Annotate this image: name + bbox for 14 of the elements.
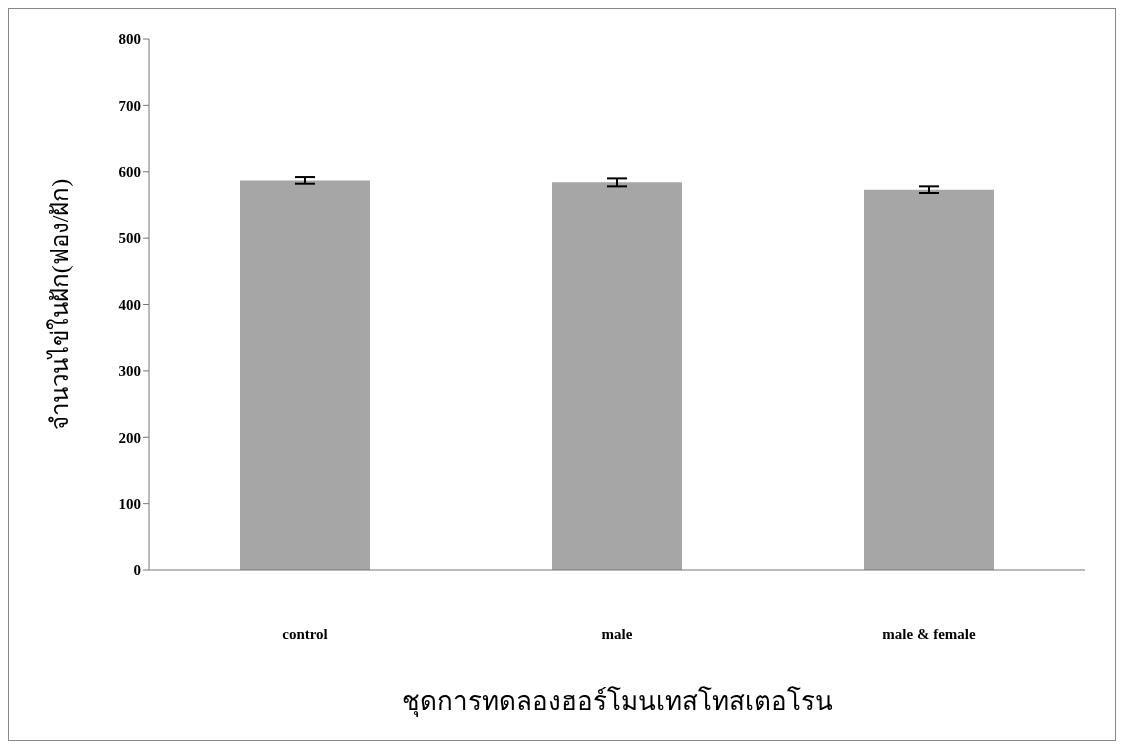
- y-tick-label: 200: [118, 429, 141, 446]
- y-tick-label: 800: [118, 31, 141, 48]
- y-tick-label: 600: [118, 164, 141, 181]
- y-tick-label: 0: [133, 562, 141, 579]
- y-tick-label: 500: [118, 230, 141, 247]
- y-tick-label: 400: [118, 296, 141, 313]
- x-tick-label: male: [601, 625, 633, 642]
- x-tick-label: control: [282, 625, 328, 642]
- y-tick-label: 100: [118, 495, 141, 512]
- y-tick-label: 700: [118, 97, 141, 114]
- y-tick-label: 300: [118, 363, 141, 380]
- y-axis-title: จำนวนไข่ในฝัก(ฟอง/ฝัก): [45, 178, 73, 431]
- x-axis-title: ชุดการทดลองฮอร์โมนเทสโทสเตอโรน: [401, 686, 833, 717]
- x-tick-label: male & female: [882, 625, 976, 642]
